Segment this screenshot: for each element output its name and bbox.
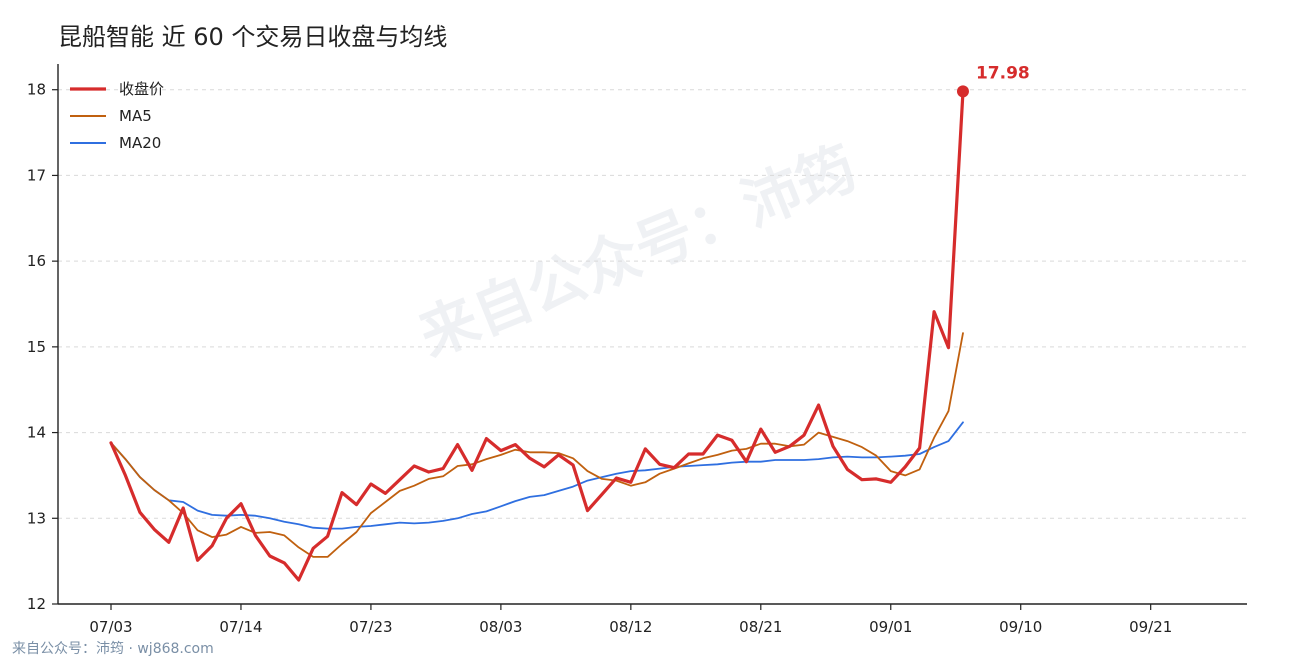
legend: 收盘价 MA5 MA20 bbox=[70, 80, 164, 152]
series-line-ma5 bbox=[110, 332, 964, 558]
series: 17.98 bbox=[109, 63, 1030, 582]
x-tick-label: 07/14 bbox=[219, 618, 262, 636]
y-tick-label: 15 bbox=[27, 338, 46, 356]
grid bbox=[58, 89, 1247, 605]
footer-credit: 来自公众号：沛筠 · wj868.com bbox=[12, 640, 214, 657]
y-tick-label: 17 bbox=[27, 166, 46, 184]
y-tick-label: 13 bbox=[27, 509, 46, 527]
last-close-label: 17.98 bbox=[976, 63, 1030, 83]
y-tick-label: 14 bbox=[27, 424, 46, 442]
x-tick-label: 08/03 bbox=[479, 618, 522, 636]
watermark: 来自公众号：沛筠 bbox=[410, 133, 866, 370]
legend-label-ma5: MA5 bbox=[119, 107, 152, 125]
x-tick-label: 08/12 bbox=[609, 618, 652, 636]
chart-title: 昆船智能 近 60 个交易日收盘与均线 bbox=[58, 23, 447, 51]
axes: 12 13 14 15 16 17 18 07/03 07/14 07/23 08/03 08/12 0… bbox=[27, 64, 1247, 636]
legend-label-close: 收盘价 bbox=[119, 80, 164, 98]
x-tick-label: 09/10 bbox=[999, 618, 1042, 636]
x-tick-label: 09/01 bbox=[869, 618, 912, 636]
y-tick-label: 12 bbox=[27, 595, 46, 613]
x-tick-label: 07/03 bbox=[89, 618, 132, 636]
x-tick-label: 08/21 bbox=[739, 618, 782, 636]
last-close-point bbox=[956, 85, 969, 98]
x-tick-label: 07/23 bbox=[349, 618, 392, 636]
y-tick-label: 16 bbox=[27, 252, 46, 270]
legend-label-ma20: MA20 bbox=[119, 134, 161, 152]
series-line-ma20 bbox=[110, 421, 964, 530]
x-tick-label: 09/21 bbox=[1129, 618, 1172, 636]
y-tick-label: 18 bbox=[27, 81, 46, 99]
series-line-close bbox=[109, 89, 965, 582]
